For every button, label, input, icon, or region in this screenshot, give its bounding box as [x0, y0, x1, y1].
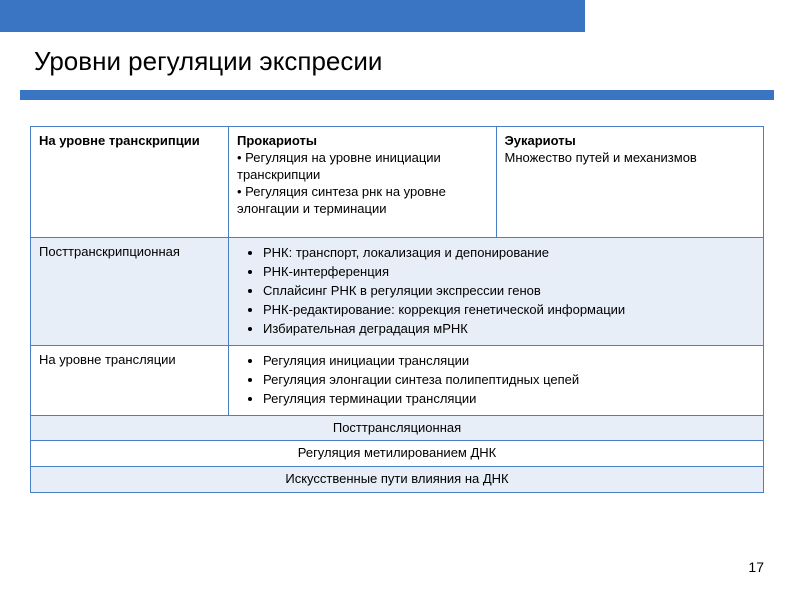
prokaryotes-title: Прокариоты [237, 133, 488, 150]
content-table: На уровне транскрипции Прокариоты • Регу… [30, 126, 764, 493]
table-row: Регуляция метилированием ДНК [31, 441, 764, 467]
cell-row1-col1: На уровне транскрипции [31, 127, 229, 238]
header-accent-band [0, 0, 585, 32]
prokaryotes-item-text: Регуляция синтеза рнк на уровне элонгаци… [237, 184, 446, 216]
cell-row1-col2: Прокариоты • Регуляция на уровне инициац… [229, 127, 497, 238]
cell-methylation: Регуляция метилированием ДНК [31, 441, 764, 467]
prokaryotes-item-text: Регуляция на уровне инициации транскрипц… [237, 150, 441, 182]
cell-row3-merged: Регуляция инициации трансляции Регуляция… [229, 345, 764, 415]
spacer [237, 217, 488, 231]
table-row: Посттрансляционная [31, 415, 764, 441]
list-item: Избирательная деградация мРНК [263, 320, 755, 339]
table-row: На уровне транскрипции Прокариоты • Регу… [31, 127, 764, 238]
cell-row3-col1: На уровне трансляции [31, 345, 229, 415]
content-table-wrap: На уровне транскрипции Прокариоты • Регу… [30, 126, 764, 493]
list-item: Сплайсинг РНК в регуляции экспрессии ген… [263, 282, 755, 301]
title-block: Уровни регуляции экспресии [20, 32, 774, 100]
cell-row2-col1: Посттранскрипционная [31, 238, 229, 345]
table-row: Искусственные пути влияния на ДНК [31, 467, 764, 493]
posttranscription-list: РНК: транспорт, локализация и депонирова… [237, 244, 755, 338]
cell-row2-merged: РНК: транспорт, локализация и депонирова… [229, 238, 764, 345]
eukaryotes-title: Эукариоты [505, 133, 756, 150]
table-row: Посттранскрипционная РНК: транспорт, лок… [31, 238, 764, 345]
list-item: РНК-интерференция [263, 263, 755, 282]
cell-posttranslation: Посттрансляционная [31, 415, 764, 441]
table-row: На уровне трансляции Регуляция инициации… [31, 345, 764, 415]
list-item: РНК: транспорт, локализация и депонирова… [263, 244, 755, 263]
list-item: Регуляция терминации трансляции [263, 390, 755, 409]
row1-heading: На уровне транскрипции [39, 133, 200, 148]
list-item: Регуляция элонгации синтеза полипептидны… [263, 371, 755, 390]
list-item: Регуляция инициации трансляции [263, 352, 755, 371]
slide-title: Уровни регуляции экспресии [34, 46, 760, 77]
page-number: 17 [748, 559, 764, 575]
eukaryotes-text: Множество путей и механизмов [505, 150, 756, 167]
prokaryotes-item: • Регуляция на уровне инициации транскри… [237, 150, 488, 184]
list-item: РНК-редактирование: коррекция генетическ… [263, 301, 755, 320]
cell-artificial: Искусственные пути влияния на ДНК [31, 467, 764, 493]
cell-row1-col3: Эукариоты Множество путей и механизмов [496, 127, 764, 238]
prokaryotes-item: • Регуляция синтеза рнк на уровне элонга… [237, 184, 488, 218]
translation-list: Регуляция инициации трансляции Регуляция… [237, 352, 755, 409]
